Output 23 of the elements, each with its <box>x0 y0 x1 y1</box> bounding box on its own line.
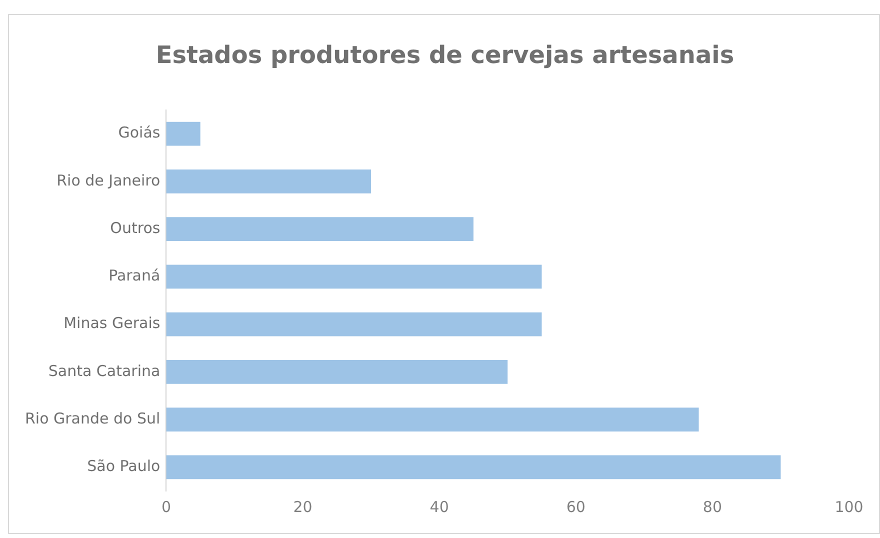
x-tick-label: 0 <box>161 498 171 516</box>
x-tick-label: 100 <box>834 498 864 516</box>
x-tick-label: 20 <box>293 498 312 516</box>
y-tick-label: São Paulo <box>87 457 160 476</box>
x-tick-label: 40 <box>430 498 449 516</box>
bar <box>166 170 372 194</box>
bar <box>166 122 200 146</box>
y-tick-label: Rio de Janeiro <box>56 171 160 190</box>
y-tick-label: Paraná <box>108 266 160 285</box>
y-tick-label: Outros <box>110 218 160 237</box>
bar <box>166 217 474 241</box>
x-tick-label: 80 <box>702 498 722 516</box>
y-tick-label: Minas Gerais <box>64 314 160 332</box>
bar <box>166 264 542 289</box>
y-tick-label: Goiás <box>118 124 160 142</box>
bar <box>166 408 699 432</box>
y-tick-label: Santa Catarina <box>48 362 160 380</box>
y-tick-label: Rio Grande do Sul <box>24 409 160 428</box>
bar <box>166 360 508 384</box>
x-tick-label: 60 <box>566 498 586 516</box>
bar <box>166 455 781 480</box>
chart-title: Estados produtores de cervejas artesanais <box>154 41 736 69</box>
bar <box>166 312 542 336</box>
